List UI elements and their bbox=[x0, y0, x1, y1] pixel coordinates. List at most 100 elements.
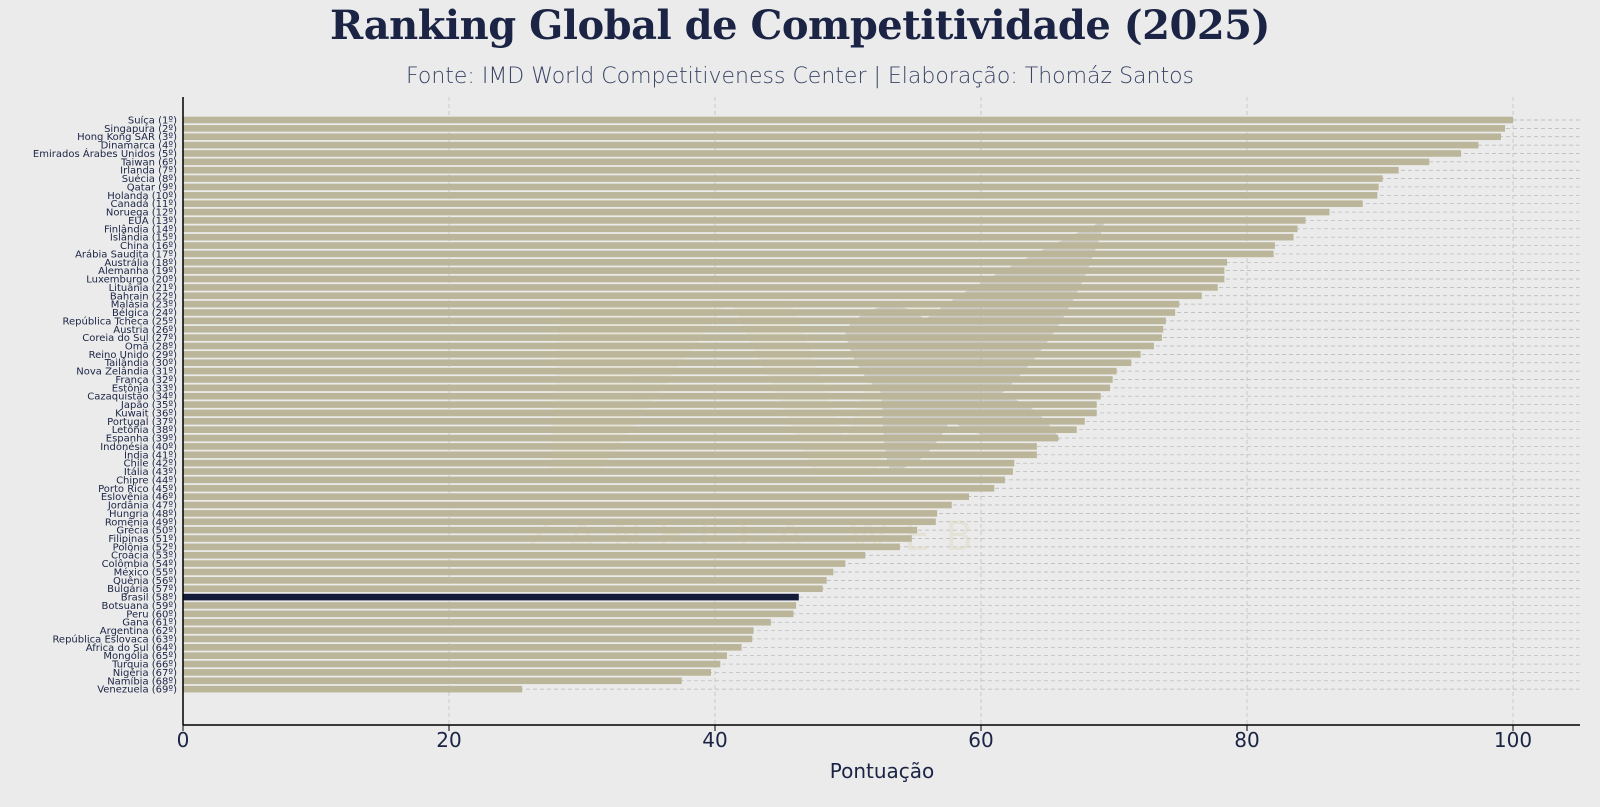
category-label: Austrália (18º) bbox=[104, 257, 177, 269]
bar bbox=[183, 141, 1479, 149]
bar bbox=[183, 660, 721, 668]
x-tick-label: 100 bbox=[1494, 728, 1532, 752]
bar bbox=[183, 434, 1059, 442]
category-label: Botsuana (59º) bbox=[102, 601, 178, 612]
category-label: Chipre (44º) bbox=[116, 475, 177, 486]
category-label: Polônia (52º) bbox=[113, 541, 177, 553]
bar-highlight bbox=[183, 593, 799, 601]
bar bbox=[183, 677, 682, 685]
axes bbox=[182, 97, 1580, 726]
category-label: Croácia (53º) bbox=[111, 550, 177, 562]
category-label: Indonésia (40º) bbox=[100, 441, 177, 453]
x-tick-labels: 0 20 40 60 80 100 bbox=[177, 725, 1532, 752]
category-label: República Eslovaca (63º) bbox=[52, 633, 177, 645]
category-label: Lituânia (21º) bbox=[109, 282, 177, 294]
bar bbox=[183, 309, 1176, 316]
category-labels: Suíça (1º)Singapura (2º)Hong Kong SAR (3… bbox=[33, 115, 177, 696]
bar bbox=[183, 535, 912, 542]
bar bbox=[183, 443, 1037, 450]
category-label: Omã (28º) bbox=[125, 341, 177, 352]
category-label: Itália (43º) bbox=[124, 466, 177, 478]
bar bbox=[183, 476, 1005, 484]
bar bbox=[183, 166, 1399, 174]
category-label: Peru (60º) bbox=[126, 609, 177, 620]
category-label: Tailândia (30º) bbox=[104, 357, 177, 369]
bar bbox=[183, 300, 1180, 308]
bar bbox=[183, 685, 523, 693]
category-label: Chile (42º) bbox=[124, 459, 178, 470]
category-label: Arábia Saudita (17º) bbox=[75, 248, 177, 260]
category-label: Áustria (26º) bbox=[113, 323, 177, 336]
bars-layer bbox=[183, 116, 1513, 693]
bar bbox=[183, 192, 1378, 199]
category-label: Estônia (33º) bbox=[112, 382, 177, 394]
bar bbox=[183, 610, 794, 618]
category-label: Cazaquistão (34º) bbox=[87, 392, 177, 403]
bar bbox=[183, 125, 1506, 132]
bar bbox=[183, 225, 1298, 233]
category-label: Kuwait (36º) bbox=[115, 408, 177, 419]
category-label: Alemanha (19º) bbox=[98, 266, 177, 277]
category-label: Letônia (38º) bbox=[112, 424, 177, 436]
category-label: Espanha (39º) bbox=[106, 434, 177, 445]
bar bbox=[183, 493, 970, 500]
category-label: Japão (35º) bbox=[120, 400, 177, 411]
bar bbox=[183, 468, 1013, 475]
x-axis-label: Pontuação bbox=[830, 759, 935, 783]
bar bbox=[183, 618, 771, 626]
bar bbox=[183, 150, 1462, 157]
category-label: Nova Zelândia (31º) bbox=[76, 366, 177, 378]
category-label: Singapura (2º) bbox=[104, 124, 177, 135]
bar bbox=[183, 158, 1430, 166]
category-label: Portugal (37º) bbox=[107, 417, 177, 428]
category-label: Malásia (23º) bbox=[111, 299, 177, 311]
category-label: Suíça (1º) bbox=[128, 115, 177, 127]
category-label: EUA (13º) bbox=[128, 216, 177, 227]
category-label: Coreia do Sul (27º) bbox=[82, 333, 177, 344]
category-label: Dinamarca (4º) bbox=[101, 141, 177, 152]
bar bbox=[183, 669, 712, 676]
bar bbox=[183, 183, 1379, 191]
bar bbox=[183, 518, 936, 526]
bar bbox=[183, 376, 1113, 383]
bar bbox=[183, 325, 1164, 333]
bar bbox=[183, 644, 742, 651]
chart-subtitle: Fonte: IMD World Competitiveness Center … bbox=[405, 64, 1195, 89]
bar bbox=[183, 342, 1154, 350]
x-tick-label: 60 bbox=[968, 728, 993, 752]
category-label: Taiwan (6º) bbox=[120, 157, 177, 168]
bar bbox=[183, 418, 1085, 425]
bar bbox=[183, 627, 754, 634]
category-label: Bulgária (57º) bbox=[107, 583, 177, 595]
bar bbox=[183, 459, 1015, 467]
bar bbox=[183, 175, 1383, 182]
bar bbox=[183, 233, 1294, 241]
category-label: Finlândia (14º) bbox=[104, 223, 177, 235]
category-label: Bahrain (22º) bbox=[110, 291, 177, 302]
category-label: Porto Rico (45º) bbox=[98, 484, 177, 495]
bar bbox=[183, 451, 1037, 459]
category-label: África do Sul (64º) bbox=[86, 641, 177, 654]
category-label: Nigéria (67º) bbox=[113, 667, 177, 679]
category-label: Jordânia (47º) bbox=[107, 500, 177, 512]
category-label: Turquia (66º) bbox=[111, 660, 177, 671]
bar bbox=[183, 526, 918, 534]
bar bbox=[183, 217, 1306, 224]
x-tick-label: 0 bbox=[177, 728, 190, 752]
bar bbox=[183, 635, 753, 643]
category-label: Romênia (49º) bbox=[105, 516, 177, 528]
category-label: Argentina (62º) bbox=[100, 626, 177, 637]
category-label: Canadá (11º) bbox=[111, 198, 178, 210]
bar bbox=[183, 551, 866, 559]
category-label: Grécia (50º) bbox=[116, 525, 177, 537]
category-label: Qatar (9º) bbox=[127, 182, 177, 193]
bar bbox=[183, 543, 900, 551]
bar bbox=[183, 359, 1132, 367]
category-label: Hong Kong SAR (3º) bbox=[77, 132, 177, 143]
bar bbox=[183, 267, 1225, 274]
bar bbox=[183, 585, 823, 593]
bar bbox=[183, 501, 952, 509]
category-label: Filipinas (51º) bbox=[108, 534, 177, 545]
bar bbox=[183, 116, 1513, 124]
bar bbox=[183, 426, 1077, 433]
